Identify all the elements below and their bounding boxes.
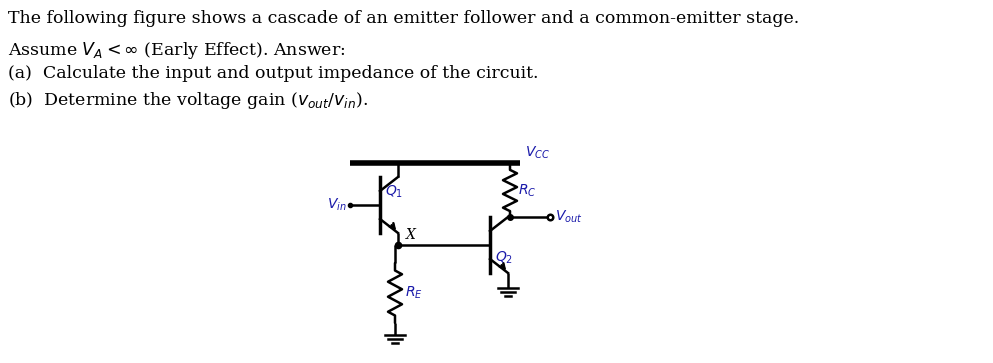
Text: $Q_1$: $Q_1$ [385, 184, 403, 200]
Text: $R_C$: $R_C$ [518, 182, 536, 199]
Text: (b)  Determine the voltage gain ($\mathit{v_{out}}$/$\mathit{v_{in}}$).: (b) Determine the voltage gain ($\mathit… [8, 90, 368, 111]
Text: (a)  Calculate the input and output impedance of the circuit.: (a) Calculate the input and output imped… [8, 65, 538, 82]
Text: $Q_2$: $Q_2$ [495, 250, 513, 266]
Text: $V_{in}$: $V_{in}$ [328, 197, 347, 213]
Text: Assume $V_A < \infty$ (Early Effect). Answer:: Assume $V_A < \infty$ (Early Effect). An… [8, 40, 346, 61]
Text: $R_E$: $R_E$ [405, 285, 423, 301]
Text: The following figure shows a cascade of an emitter follower and a common-emitter: The following figure shows a cascade of … [8, 10, 799, 27]
Text: X: X [406, 228, 416, 242]
Text: $V_{CC}$: $V_{CC}$ [525, 144, 550, 161]
Text: $V_{out}$: $V_{out}$ [555, 209, 583, 225]
